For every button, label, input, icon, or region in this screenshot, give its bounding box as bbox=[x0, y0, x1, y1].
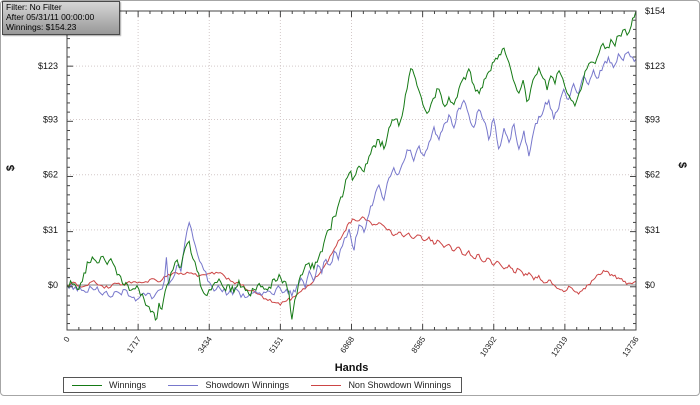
legend-entry-showdown-winnings: Showdown Winnings bbox=[168, 380, 289, 390]
y-tick-label-left: $62 bbox=[43, 170, 58, 180]
x-tick-label: 6868 bbox=[339, 335, 357, 355]
y-axis-title-left: $ bbox=[5, 165, 17, 171]
non-showdown-winnings-line-swatch bbox=[311, 384, 342, 386]
x-tick-label: 5151 bbox=[267, 335, 285, 355]
showdown-winnings-line-swatch bbox=[168, 384, 199, 386]
winnings-line-swatch bbox=[72, 384, 102, 386]
x-tick-label: 1717 bbox=[125, 335, 143, 355]
legend-entry-non-showdown-winnings: Non Showdown Winnings bbox=[311, 380, 451, 390]
y-tick-label-right: $62 bbox=[645, 170, 660, 180]
legend-label-winnings: Winnings bbox=[109, 380, 147, 390]
filter-info-box: Filter: No Filter After 05/31/11 00:00:0… bbox=[2, 1, 120, 36]
x-axis-title: Hands bbox=[335, 362, 369, 374]
series-line-non-showdown-winnings bbox=[66, 216, 637, 306]
y-tick-label-right: $93 bbox=[645, 115, 660, 125]
x-tick-label: 0 bbox=[62, 335, 72, 344]
y-tick-label-right: $123 bbox=[645, 61, 665, 71]
x-tick-label: 13736 bbox=[621, 335, 641, 359]
y-tick-label-left: $31 bbox=[43, 225, 58, 235]
y-tick-label-left: $93 bbox=[43, 115, 58, 125]
series-line-winnings bbox=[66, 10, 637, 322]
x-tick-label: 8585 bbox=[410, 335, 428, 355]
y-axis-title-right: $ bbox=[676, 162, 688, 168]
y-tick-label-right: $154 bbox=[645, 6, 665, 16]
y-tick-label-left: $123 bbox=[38, 61, 58, 71]
series-line-showdown-winnings bbox=[66, 51, 637, 302]
filter-line: Filter: No Filter bbox=[6, 2, 62, 12]
x-tick-label: 3434 bbox=[196, 335, 214, 355]
y-tick-label-left: $0 bbox=[48, 280, 58, 290]
x-tick-label: 12019 bbox=[549, 335, 569, 359]
legend-label-non-showdown-winnings: Non Showdown Winnings bbox=[348, 380, 451, 390]
legend: Winnings Showdown Winnings Non Showdown … bbox=[63, 377, 462, 393]
date-filter-line: After 05/31/11 00:00:00 bbox=[6, 11, 95, 22]
y-tick-label-right: $0 bbox=[645, 280, 655, 290]
y-tick-label-right: $31 bbox=[645, 225, 660, 235]
legend-entry-winnings: Winnings bbox=[72, 380, 146, 390]
winnings-total-line: Winnings: $154.23 bbox=[6, 21, 77, 32]
legend-label-showdown-winnings: Showdown Winnings bbox=[205, 380, 289, 390]
x-tick-label: 10302 bbox=[478, 335, 498, 359]
